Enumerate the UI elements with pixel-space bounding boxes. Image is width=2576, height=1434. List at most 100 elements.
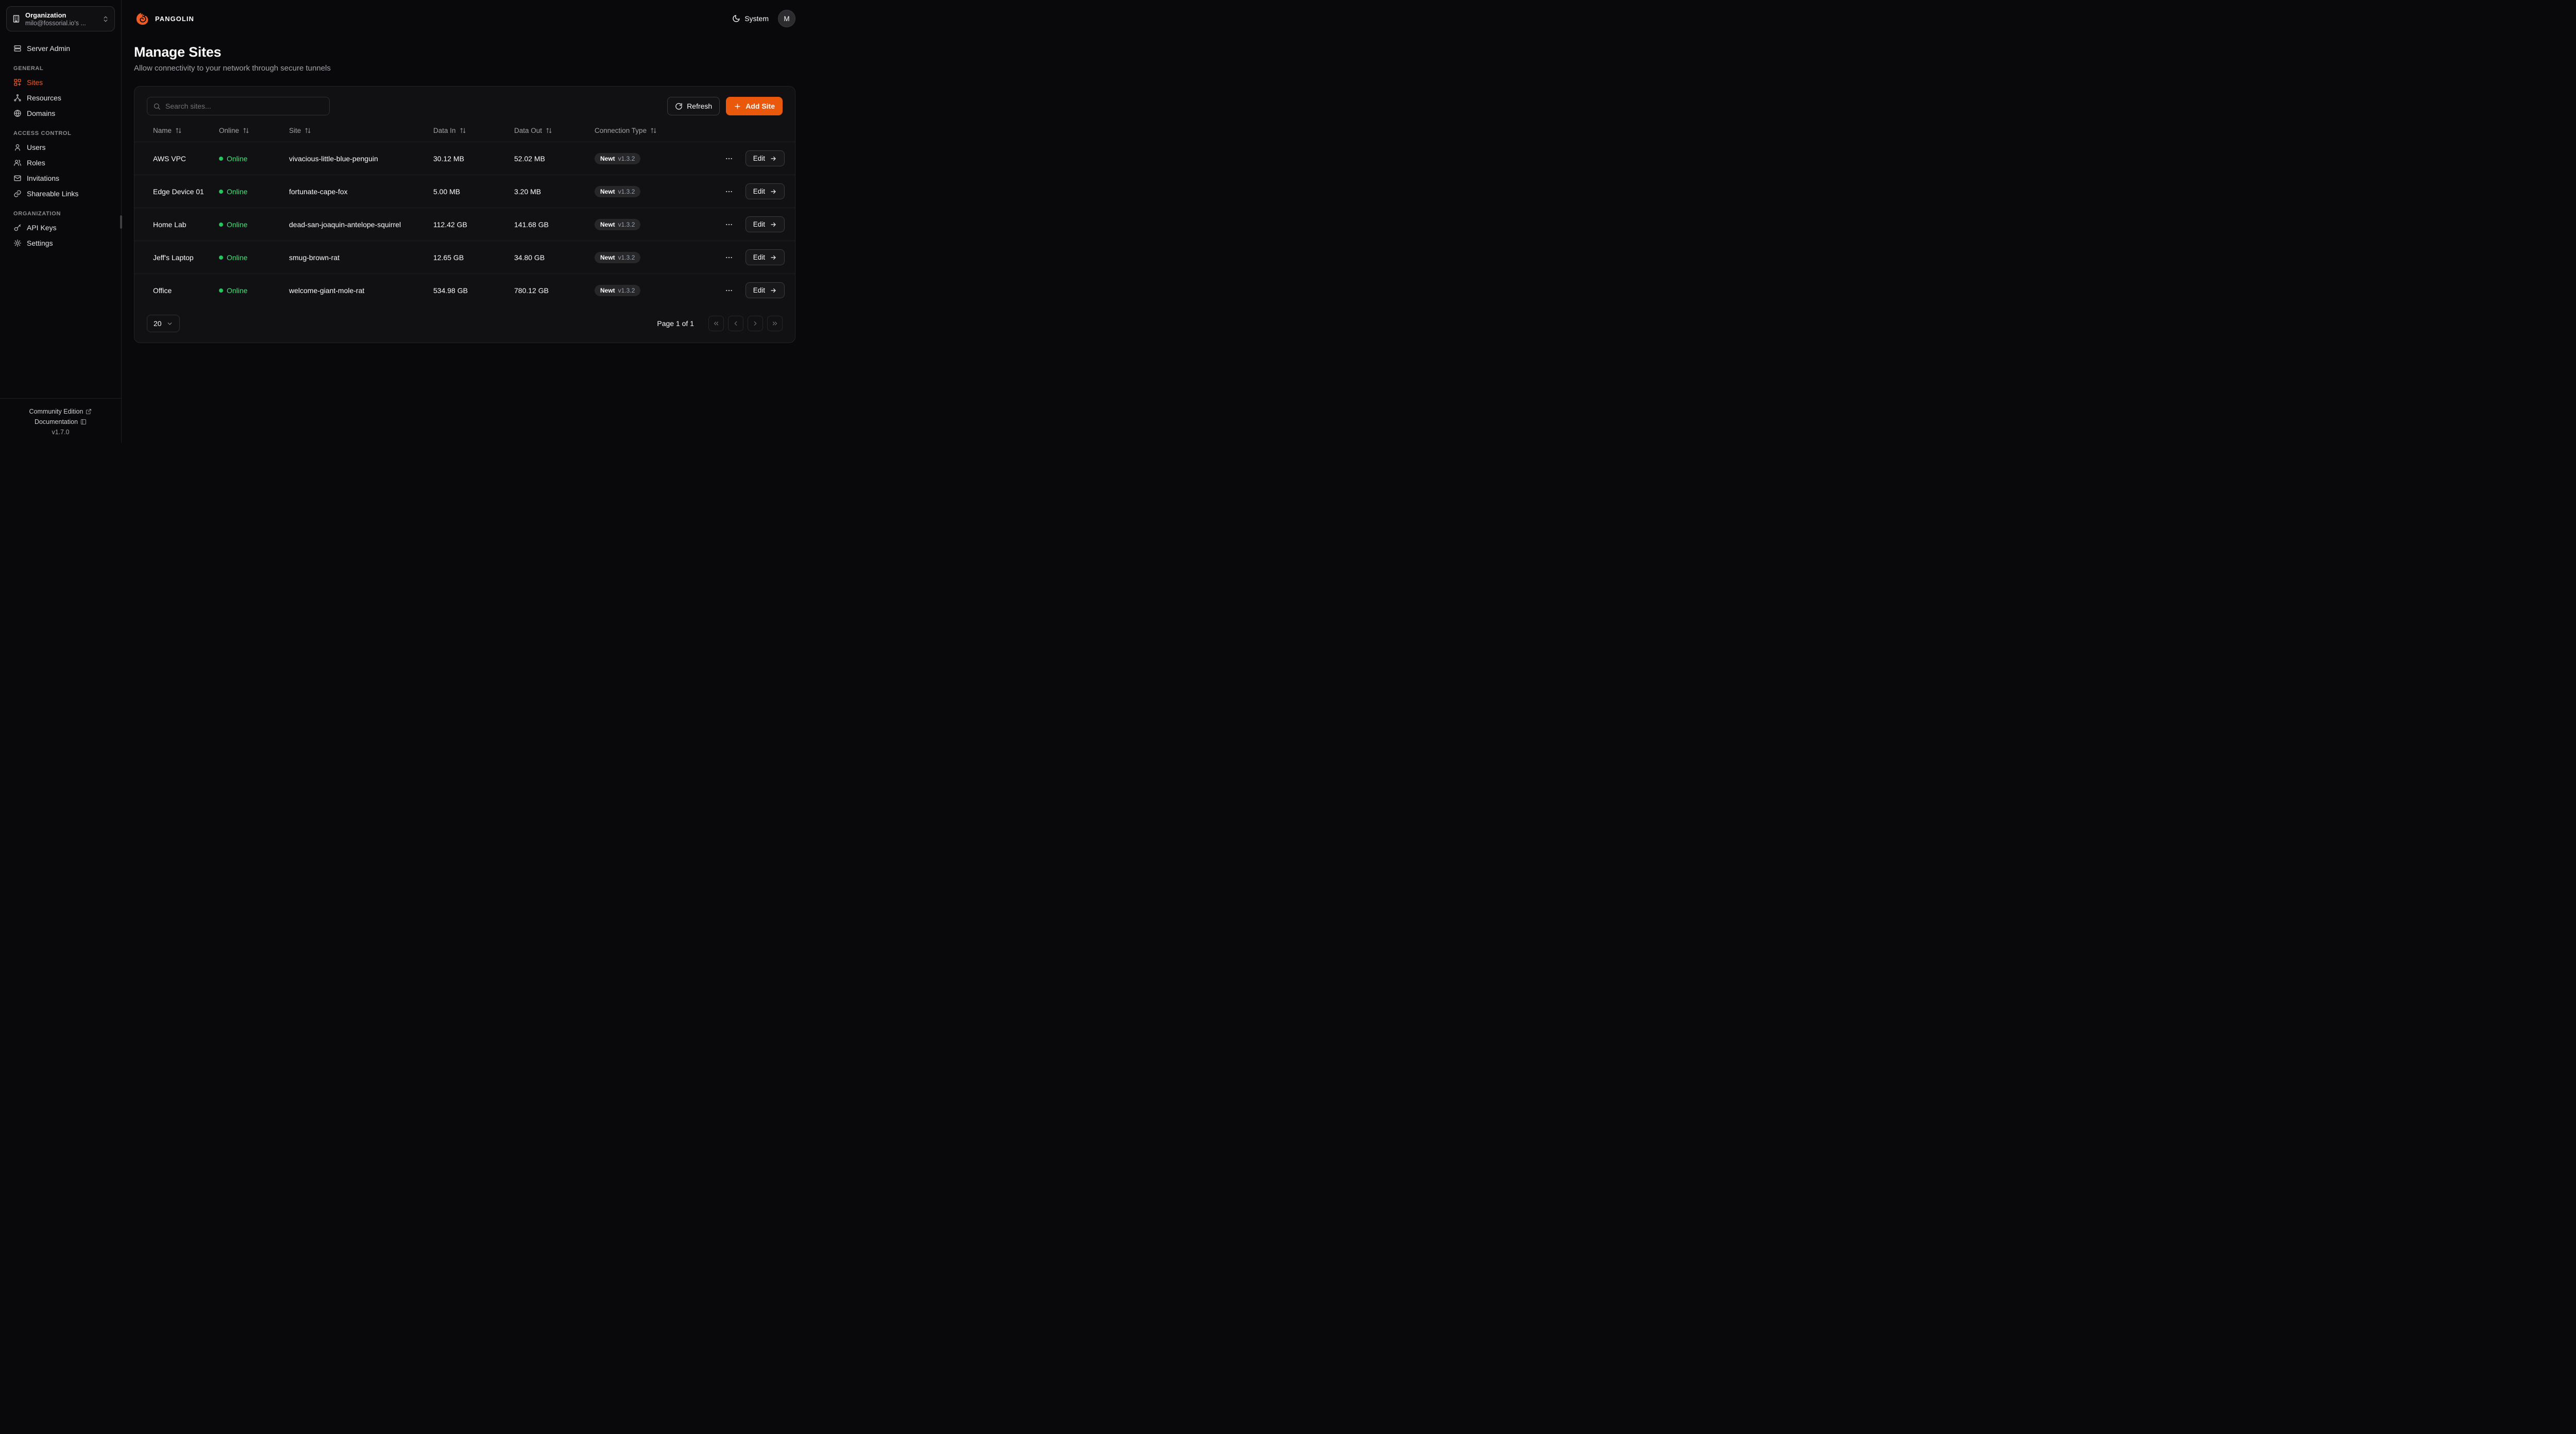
add-site-button[interactable]: Add Site bbox=[726, 97, 783, 115]
sidebar-item-server-admin[interactable]: Server Admin bbox=[8, 41, 113, 56]
site-name-cell: Jeff's Laptop bbox=[153, 253, 194, 262]
building-icon bbox=[12, 14, 21, 23]
ellipsis-icon bbox=[725, 253, 733, 262]
column-header-site[interactable]: Site bbox=[289, 127, 311, 134]
site-name-cell: Home Lab bbox=[153, 220, 187, 229]
last-page-button[interactable] bbox=[767, 316, 783, 331]
sidebar-item-domains[interactable]: Domains bbox=[8, 106, 113, 121]
online-status-cell: Online bbox=[213, 274, 283, 307]
column-header-online[interactable]: Online bbox=[219, 127, 249, 134]
org-selector[interactable]: Organization milo@fossorial.io's ... bbox=[6, 6, 115, 31]
row-menu-button[interactable] bbox=[722, 151, 736, 166]
online-status-dot bbox=[219, 288, 223, 293]
data-in-cell: 12.65 GB bbox=[433, 253, 464, 262]
sort-icon bbox=[546, 127, 552, 134]
data-in-cell: 5.00 MB bbox=[433, 187, 461, 196]
org-subtitle: milo@fossorial.io's ... bbox=[25, 20, 86, 27]
next-page-button[interactable] bbox=[748, 316, 763, 331]
edit-button[interactable]: Edit bbox=[745, 183, 785, 199]
plus-icon bbox=[734, 103, 741, 110]
sort-icon bbox=[175, 127, 182, 134]
community-edition-link[interactable]: Community Edition bbox=[29, 408, 92, 415]
online-status-dot bbox=[219, 255, 223, 260]
sort-icon bbox=[243, 127, 249, 134]
sidebar-item-resources[interactable]: Resources bbox=[8, 90, 113, 106]
site-tunnel-cell: smug-brown-rat bbox=[289, 253, 340, 262]
row-menu-button[interactable] bbox=[722, 184, 736, 199]
sidebar-item-settings[interactable]: Settings bbox=[8, 235, 113, 251]
ellipsis-icon bbox=[725, 220, 733, 229]
site-tunnel-cell: dead-san-joaquin-antelope-squirrel bbox=[289, 220, 401, 229]
data-out-cell: 34.80 GB bbox=[514, 253, 545, 262]
connection-type-cell: Newt v1.3.2 bbox=[588, 142, 708, 175]
row-actions-cell: Edit bbox=[708, 241, 795, 274]
sidebar: Organization milo@fossorial.io's ... Ser… bbox=[0, 0, 122, 443]
row-menu-button[interactable] bbox=[722, 250, 736, 265]
edit-button[interactable]: Edit bbox=[745, 249, 785, 265]
data-in-cell: 30.12 MB bbox=[433, 154, 464, 163]
first-page-button[interactable] bbox=[708, 316, 724, 331]
sidebar-item-roles[interactable]: Roles bbox=[8, 155, 113, 170]
gear-icon bbox=[13, 239, 22, 247]
table-row: Edge Device 01 Online fortunate-cape-fox… bbox=[134, 175, 795, 208]
globe-icon bbox=[13, 109, 22, 117]
connection-type-cell: Newt v1.3.2 bbox=[588, 274, 708, 307]
sidebar-item-shareable-links[interactable]: Shareable Links bbox=[8, 186, 113, 201]
search-input[interactable] bbox=[165, 102, 324, 110]
arrow-right-icon bbox=[770, 254, 777, 261]
site-name-cell: Edge Device 01 bbox=[153, 187, 204, 196]
refresh-button[interactable]: Refresh bbox=[667, 97, 720, 115]
section-heading-organization: ORGANIZATION bbox=[13, 211, 61, 217]
column-header-name[interactable]: Name bbox=[153, 127, 182, 134]
online-status-cell: Online bbox=[213, 241, 283, 274]
row-actions-cell: Edit bbox=[708, 175, 795, 208]
page-size-select[interactable]: 20 bbox=[147, 315, 180, 332]
theme-toggle-button[interactable]: System bbox=[732, 14, 769, 23]
online-status-cell: Online bbox=[213, 175, 283, 208]
column-header-connection-type[interactable]: Connection Type bbox=[595, 127, 657, 134]
edit-button[interactable]: Edit bbox=[745, 216, 785, 232]
sites-icon bbox=[13, 78, 22, 87]
online-status-cell: Online bbox=[213, 208, 283, 241]
app-version: v1.7.0 bbox=[52, 429, 70, 436]
brand: PANGOLIN bbox=[134, 10, 194, 27]
previous-page-button[interactable] bbox=[728, 316, 743, 331]
sites-card: Refresh Add Site N bbox=[134, 86, 795, 343]
data-in-cell: 534.98 GB bbox=[433, 286, 468, 295]
documentation-link[interactable]: Documentation bbox=[35, 418, 87, 425]
column-header-data-in[interactable]: Data In bbox=[433, 127, 466, 134]
row-menu-button[interactable] bbox=[722, 217, 736, 232]
online-status-dot bbox=[219, 190, 223, 194]
sidebar-item-sites[interactable]: Sites bbox=[8, 75, 113, 90]
refresh-icon bbox=[675, 103, 683, 110]
data-out-cell: 780.12 GB bbox=[514, 286, 549, 295]
ellipsis-icon bbox=[725, 155, 733, 163]
chevrons-right-icon bbox=[771, 320, 778, 327]
column-header-data-out[interactable]: Data Out bbox=[514, 127, 552, 134]
edit-button[interactable]: Edit bbox=[745, 282, 785, 298]
edit-button[interactable]: Edit bbox=[745, 150, 785, 166]
table-row: Office Online welcome-giant-mole-rat 534… bbox=[134, 274, 795, 307]
sidebar-nav: Server Admin GENERAL Sites Resources Dom… bbox=[0, 38, 121, 251]
row-menu-button[interactable] bbox=[722, 283, 736, 298]
sort-icon bbox=[650, 127, 657, 134]
topbar: PANGOLIN System M bbox=[122, 0, 808, 37]
section-heading-general: GENERAL bbox=[13, 65, 44, 72]
data-out-cell: 141.68 GB bbox=[514, 220, 549, 229]
ellipsis-icon bbox=[725, 187, 733, 196]
resources-icon bbox=[13, 94, 22, 102]
search-box bbox=[147, 97, 330, 115]
key-icon bbox=[13, 224, 22, 232]
user-avatar[interactable]: M bbox=[778, 10, 795, 27]
sidebar-item-invitations[interactable]: Invitations bbox=[8, 170, 113, 186]
sidebar-item-users[interactable]: Users bbox=[8, 140, 113, 155]
table-header-row: Name Online Site Data In Data Out Connec… bbox=[134, 123, 795, 142]
main-area: PANGOLIN System M Manage Sites Allow con… bbox=[122, 0, 808, 443]
connection-type-cell: Newt v1.3.2 bbox=[588, 175, 708, 208]
mail-icon bbox=[13, 174, 22, 182]
page-content: Manage Sites Allow connectivity to your … bbox=[122, 37, 808, 343]
sidebar-item-api-keys[interactable]: API Keys bbox=[8, 220, 113, 235]
table-row: AWS VPC Online vivacious-little-blue-pen… bbox=[134, 142, 795, 175]
sort-icon bbox=[304, 127, 311, 134]
sidebar-resize-handle[interactable] bbox=[120, 215, 122, 229]
